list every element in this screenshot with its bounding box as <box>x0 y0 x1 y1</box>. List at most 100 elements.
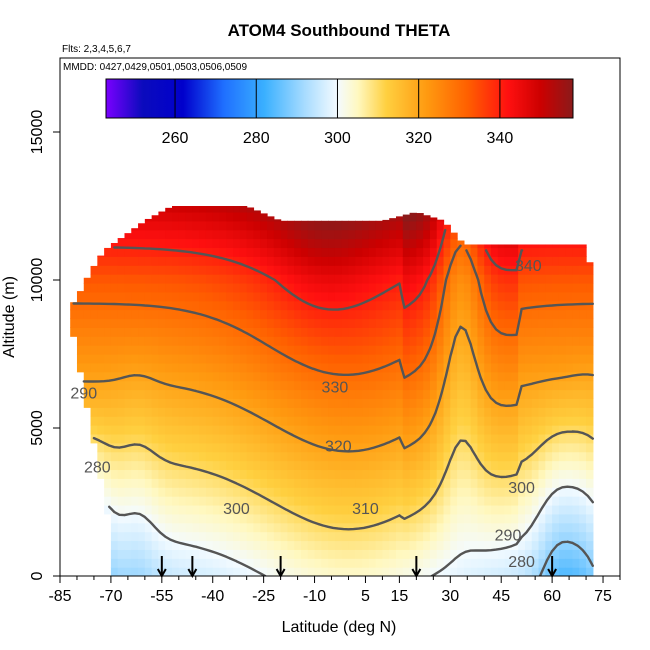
theta-cell <box>212 478 221 488</box>
theta-cell <box>497 362 506 373</box>
theta-cell <box>131 549 139 559</box>
theta-cell <box>158 380 166 391</box>
theta-cell <box>382 345 390 355</box>
theta-cell <box>409 504 417 515</box>
theta-cell <box>565 362 574 373</box>
theta-cell <box>212 362 221 373</box>
theta-cell <box>572 327 580 337</box>
theta-cell <box>565 282 574 293</box>
theta-cell <box>226 407 234 417</box>
theta-cell <box>226 469 234 479</box>
theta-cell <box>334 327 343 337</box>
theta-cell <box>429 407 438 417</box>
theta-cell <box>423 531 431 542</box>
theta-cell <box>334 345 343 355</box>
theta-cell <box>321 309 329 320</box>
theta-cell <box>253 425 261 435</box>
theta-cell <box>131 291 139 302</box>
theta-cell <box>328 513 336 524</box>
theta-cell <box>504 244 512 249</box>
theta-cell <box>491 451 499 462</box>
theta-cell <box>341 256 350 266</box>
theta-cell <box>382 354 390 364</box>
theta-cell <box>504 407 512 417</box>
theta-cell <box>470 274 479 284</box>
theta-cell <box>457 398 465 408</box>
theta-cell <box>192 513 200 524</box>
theta-cell <box>165 478 173 488</box>
theta-cell <box>300 389 309 399</box>
theta-cell <box>239 558 248 568</box>
theta-cell <box>226 371 234 382</box>
theta-cell <box>294 549 302 559</box>
theta-cell <box>402 531 411 542</box>
theta-cell <box>253 549 261 559</box>
theta-cell <box>402 389 411 399</box>
theta-cell <box>416 300 424 311</box>
theta-cell <box>70 327 78 337</box>
theta-cell <box>538 318 546 328</box>
theta-cell <box>572 354 580 364</box>
theta-cell <box>253 229 261 240</box>
theta-cell <box>491 256 499 266</box>
theta-cell <box>321 398 329 408</box>
theta-cell <box>477 513 485 524</box>
theta-cell <box>138 558 146 568</box>
theta-cell <box>429 558 438 568</box>
theta-cell <box>138 265 146 275</box>
theta-cell <box>300 371 309 382</box>
theta-cell <box>192 460 200 471</box>
theta-cell <box>192 504 200 515</box>
theta-cell <box>355 265 363 275</box>
theta-cell <box>267 425 275 435</box>
theta-cell <box>518 513 526 524</box>
theta-cell <box>504 460 512 471</box>
theta-cell <box>450 389 458 399</box>
theta-cell <box>409 362 417 373</box>
theta-cell <box>294 327 302 337</box>
theta-cell <box>76 291 85 293</box>
theta-cell <box>151 540 160 550</box>
theta-cell <box>199 416 207 426</box>
theta-cell <box>151 398 160 408</box>
theta-cell <box>144 496 153 506</box>
theta-cell <box>402 433 411 444</box>
theta-cell <box>586 433 594 444</box>
theta-cell <box>579 256 587 266</box>
theta-cell <box>389 238 397 249</box>
theta-cell <box>260 256 268 266</box>
theta-cell <box>117 291 126 302</box>
theta-cell <box>287 460 295 471</box>
theta-cell <box>586 362 594 373</box>
theta-cell <box>219 442 227 453</box>
theta-cell <box>83 277 92 284</box>
theta-cell <box>497 549 506 559</box>
theta-cell <box>321 220 329 231</box>
theta-cell <box>368 282 377 293</box>
theta-cell <box>572 558 580 568</box>
theta-cell <box>436 416 445 426</box>
theta-cell <box>246 220 255 231</box>
theta-cell <box>131 478 139 488</box>
theta-cell <box>131 274 139 284</box>
theta-cell <box>477 416 485 426</box>
theta-cell <box>538 531 546 542</box>
theta-cell <box>97 425 105 435</box>
theta-cell <box>504 309 512 320</box>
theta-cell <box>233 558 241 568</box>
theta-cell <box>518 487 526 497</box>
theta-cell <box>280 371 288 382</box>
theta-cell <box>185 282 193 293</box>
theta-cell <box>267 282 275 293</box>
theta-cell <box>545 442 553 453</box>
theta-cell <box>104 496 112 506</box>
theta-cell <box>443 451 451 462</box>
theta-cell <box>511 318 519 328</box>
theta-cell <box>253 478 261 488</box>
theta-cell <box>382 469 390 479</box>
theta-cell <box>172 549 180 559</box>
theta-cell <box>110 513 119 524</box>
contour-label-280: 280 <box>84 459 111 476</box>
theta-cell <box>416 213 424 222</box>
theta-cell <box>199 220 207 231</box>
